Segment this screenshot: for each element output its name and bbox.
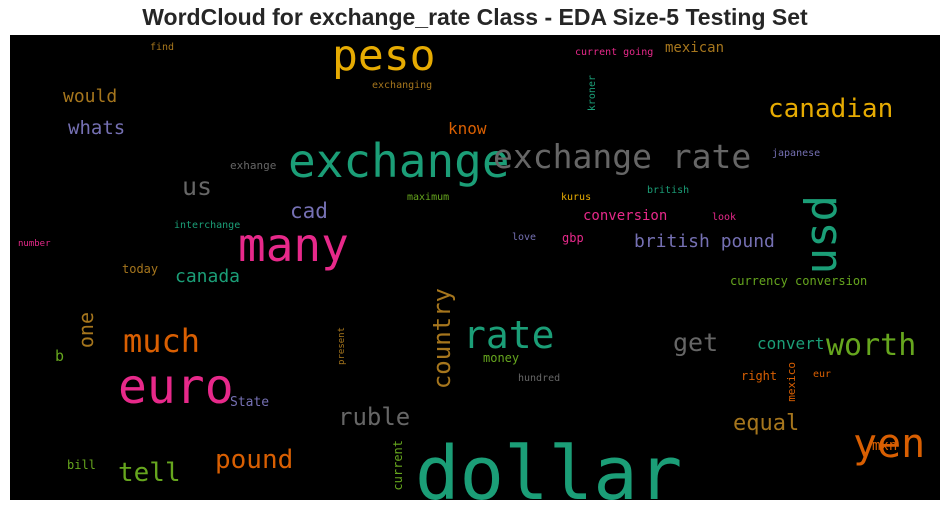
word-mxn: mxn [872, 438, 898, 454]
word-bill: bill [67, 458, 96, 472]
word-canadian: canadian [768, 94, 894, 124]
word-exchange: exchange [288, 134, 510, 188]
word-love: love [512, 232, 537, 243]
word-cad: cad [290, 199, 328, 223]
word-currency-conversion: currency conversion [730, 274, 868, 288]
word-equal: equal [733, 411, 800, 436]
chart-title: WordCloud for exchange_rate Class - EDA … [142, 4, 808, 30]
word-know: know [448, 119, 487, 138]
word-kroner: kroner [587, 75, 598, 112]
word-peso: peso [332, 35, 436, 81]
word-rate: rate [463, 313, 555, 357]
word-mexico: mexico [785, 362, 798, 402]
word-would: would [63, 86, 118, 107]
word-eur: eur [813, 369, 832, 380]
word-look: look [712, 212, 737, 223]
word-find: find [150, 42, 175, 53]
word-money: money [483, 351, 520, 365]
wordcloud-canvas: dollar exchange exchange rate many euro peso u… [10, 35, 940, 500]
word-current-going: current going [575, 47, 654, 58]
word-worth: worth [826, 328, 917, 363]
word-british-pound: british pound [634, 231, 775, 252]
word-mexican: mexican [665, 40, 725, 56]
word-us: us [182, 172, 213, 201]
word-exhange: exhange [230, 159, 277, 172]
word-right: right [741, 369, 778, 383]
word-gbp: gbp [562, 231, 584, 245]
word-yen: yen [853, 421, 926, 467]
word-canada: canada [175, 266, 241, 287]
word-exchanging: exchanging [372, 80, 433, 91]
word-whats: whats [68, 117, 126, 139]
word-japanese: japanese [772, 148, 821, 159]
word-conversion: conversion [583, 208, 668, 224]
word-state: State [230, 395, 270, 410]
word-many: many [238, 218, 349, 272]
word-tell: tell [118, 458, 181, 488]
word-pound: pound [215, 445, 294, 475]
word-usd: usd [796, 195, 847, 275]
word-much: much [123, 322, 201, 360]
word-one: one [74, 312, 98, 349]
word-current: current [391, 440, 405, 491]
word-present: present [337, 327, 347, 365]
word-country: country [428, 288, 456, 390]
word-maximum: maximum [407, 192, 450, 203]
word-hundred: hundred [518, 373, 561, 384]
word-dollar: dollar [415, 431, 683, 500]
word-today: today [122, 262, 159, 276]
word-get: get [673, 328, 719, 357]
word-british: british [647, 185, 690, 196]
word-b: b [55, 347, 65, 365]
word-convert: convert [757, 334, 825, 353]
word-kurus: kurus [561, 192, 592, 203]
word-exchange-rate: exchange rate [493, 137, 752, 176]
word-interchange: interchange [174, 220, 241, 231]
word-ruble: ruble [338, 403, 411, 431]
word-number: number [18, 239, 51, 249]
word-euro: euro [118, 359, 234, 415]
